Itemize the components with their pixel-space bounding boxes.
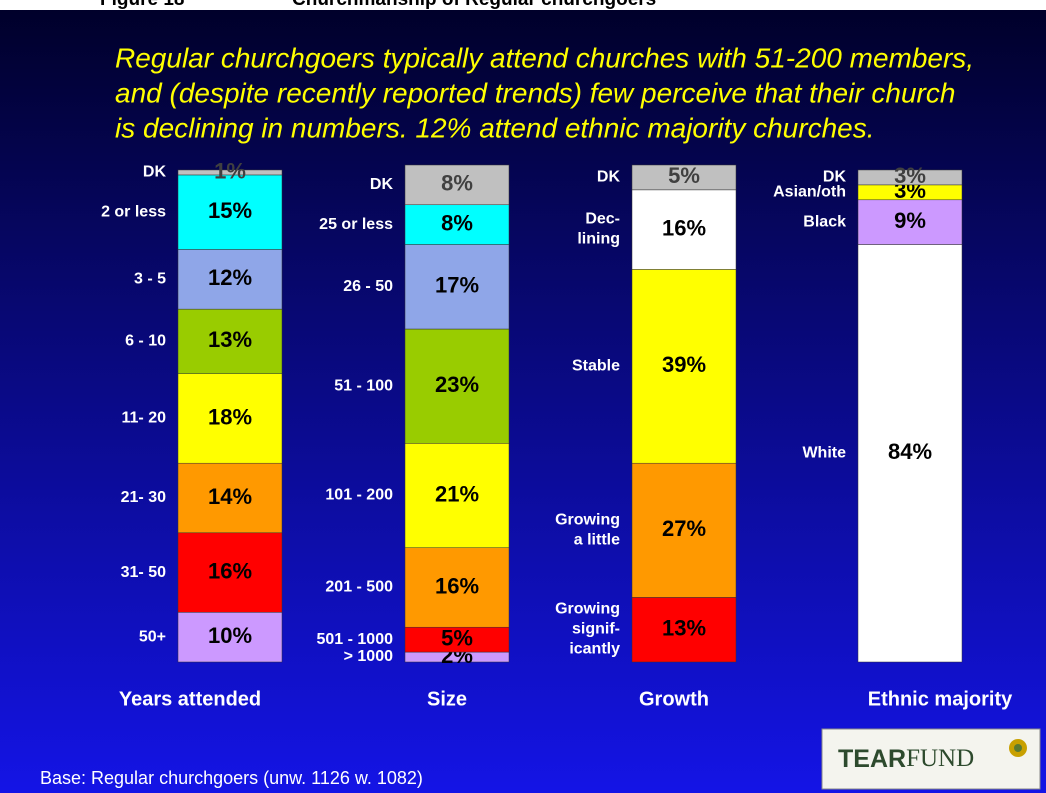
x-axis-label: Years attended [119, 688, 261, 710]
value-label: 21% [435, 481, 479, 506]
category-label: DK [823, 169, 847, 186]
value-label: 5% [668, 163, 700, 188]
bar-segment [631, 189, 737, 270]
value-label: 14% [208, 484, 252, 509]
value-label: 12% [208, 265, 252, 290]
value-label: 15% [208, 198, 252, 223]
category-label: Dec-lining [577, 211, 620, 248]
bar-segment [857, 244, 963, 663]
logo-flower-center [1014, 744, 1022, 752]
category-label: 3 - 5 [134, 271, 166, 288]
category-label: DK [143, 164, 167, 181]
value-label: 27% [662, 516, 706, 541]
bar-segment [177, 174, 283, 250]
bar-segment [177, 169, 283, 176]
value-label: 17% [435, 273, 479, 298]
category-label: 501 - 1000 [316, 631, 393, 648]
category-label: White [802, 444, 846, 461]
category-label: 51 - 100 [334, 377, 393, 394]
category-label: Black [803, 213, 846, 230]
category-label: DK [370, 176, 394, 193]
bar-segment [631, 462, 737, 598]
headline-line: and (despite recently reported trends) f… [115, 77, 955, 108]
value-label: 3% [894, 163, 926, 188]
category-label: 101 - 200 [325, 487, 393, 504]
value-label: 16% [208, 558, 252, 583]
headline: Regular churchgoers typically attend chu… [115, 42, 974, 143]
headline-line: is declining in numbers. 12% attend ethn… [115, 112, 875, 143]
bar-segment [857, 199, 963, 245]
logo-regular: FUND [906, 745, 974, 772]
value-label: 8% [441, 210, 473, 235]
logo: TEARFUND [821, 728, 1041, 790]
footnote: Base: Regular churchgoers (unw. 1126 w. … [40, 768, 423, 788]
category-label: 25 or less [319, 216, 393, 233]
bar-segment [177, 249, 283, 310]
bar-segment [631, 269, 737, 464]
value-label: 84% [888, 439, 932, 464]
bar-segment [177, 612, 283, 663]
logo-bold: TEAR [838, 745, 906, 773]
bar-segment [404, 164, 510, 206]
bar-segment [177, 373, 283, 464]
bar-segment [404, 244, 510, 330]
value-label: 13% [662, 616, 706, 641]
category-label: Growing a little [555, 512, 620, 549]
category-label: Asian/oth [773, 184, 846, 201]
value-label: 13% [208, 327, 252, 352]
value-label: 16% [435, 573, 479, 598]
bar-segment [631, 164, 737, 191]
category-label: 11- 20 [122, 410, 167, 427]
x-axis-label: Growth [639, 688, 709, 710]
logo-text: TEARFUND [838, 745, 974, 773]
bar-segment [404, 626, 510, 653]
value-label: 16% [662, 215, 706, 240]
bar-segment [404, 204, 510, 245]
figure-title: Churchmanship of Regular churchgoers [292, 0, 656, 10]
bar-segment [177, 532, 283, 613]
title-band [0, 0, 1046, 10]
category-label: 26 - 50 [343, 278, 393, 295]
logo-box [821, 728, 1041, 790]
headline-line: Regular churchgoers typically attend chu… [115, 42, 974, 73]
x-axis-label: Ethnic majority [868, 688, 1013, 710]
x-axis-label: Size [427, 688, 467, 710]
category-label: DK [597, 169, 621, 186]
category-label: 2 or less [101, 203, 166, 220]
bar-segment [404, 443, 510, 548]
category-label: 50+ [139, 628, 166, 645]
value-label: 39% [662, 352, 706, 377]
value-label: 1% [214, 158, 246, 183]
category-label: Stable [572, 358, 620, 375]
value-label: 5% [441, 625, 473, 650]
value-label: 18% [208, 404, 252, 429]
bar-segment [631, 597, 737, 663]
value-label: 23% [435, 372, 479, 397]
category-label: 21- 30 [121, 489, 166, 506]
bar-segment [404, 328, 510, 444]
value-label: 9% [894, 208, 926, 233]
category-label: 201 - 500 [325, 579, 393, 596]
bar-segment [404, 547, 510, 628]
value-label: 10% [208, 623, 252, 648]
category-label: Growing signif-icantly [555, 601, 620, 658]
figure-number: Figure 18 [100, 0, 184, 10]
category-label: 6 - 10 [125, 333, 166, 350]
value-label: 8% [441, 171, 473, 196]
bar-segment [857, 169, 963, 186]
category-label: 31- 50 [121, 564, 166, 581]
category-label: > 1000 [344, 648, 393, 665]
